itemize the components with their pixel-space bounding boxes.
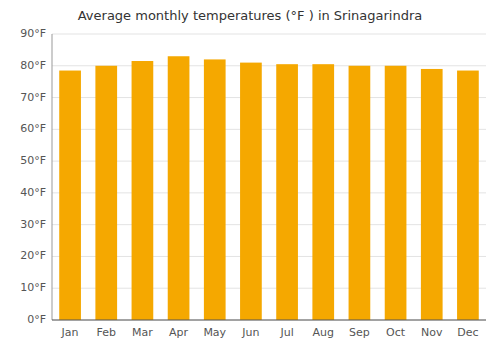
bar <box>421 69 443 320</box>
x-tick-label: Mar <box>132 326 153 339</box>
x-tick-label: Sep <box>349 326 370 339</box>
x-axis-line <box>52 320 486 321</box>
grid-line <box>52 34 486 35</box>
y-tick-label: 80°F <box>20 59 46 72</box>
bar <box>168 56 190 320</box>
bar <box>95 66 117 320</box>
y-tick-label: 30°F <box>20 218 46 231</box>
chart: 0°F 10°F 20°F 30°F 40°F 50°F 60°F 70°F 80°F 90°F J… <box>0 0 500 350</box>
x-tick-label: Oct <box>386 326 406 339</box>
bar <box>240 63 262 320</box>
x-tick-label: Aug <box>313 326 334 339</box>
bars <box>59 56 479 320</box>
bar <box>349 66 371 320</box>
y-grid <box>52 34 486 320</box>
x-tick-label: Jun <box>241 326 259 339</box>
y-axis-line <box>52 34 53 320</box>
bar <box>204 59 226 320</box>
bar <box>312 64 334 320</box>
y-tick-label: 50°F <box>20 154 46 167</box>
y-tick-label: 40°F <box>20 186 46 199</box>
y-tick-label: 60°F <box>20 122 46 135</box>
title: Average monthly temperatures (°F ) in Sr… <box>78 8 423 23</box>
bar <box>59 71 81 320</box>
bar <box>385 66 407 320</box>
chart-container: 0°F 10°F 20°F 30°F 40°F 50°F 60°F 70°F 80°F 90°F J… <box>0 0 500 350</box>
grid-line <box>52 320 486 321</box>
y-tick-label: 0°F <box>27 313 46 326</box>
y-axis: 0°F 10°F 20°F 30°F 40°F 50°F 60°F 70°F 80°F 90°F <box>20 27 46 326</box>
bar <box>132 61 154 320</box>
x-tick-label: Apr <box>169 326 189 339</box>
x-tick-label: May <box>203 326 226 339</box>
y-tick-label: 90°F <box>20 27 46 40</box>
x-tick-label: Nov <box>421 326 443 339</box>
y-tick-label: 10°F <box>20 281 46 294</box>
x-tick-label: Dec <box>457 326 478 339</box>
x-tick-label: Jan <box>61 326 79 339</box>
y-tick-label: 70°F <box>20 91 46 104</box>
y-tick-label: 20°F <box>20 249 46 262</box>
bar <box>457 71 479 320</box>
x-tick-label: Feb <box>97 326 116 339</box>
x-tick-label: Jul <box>279 326 293 339</box>
bar <box>276 64 298 320</box>
x-axis: Jan Feb Mar Apr May Jun Jul Aug Sep Oct Nov Dec <box>61 326 479 339</box>
